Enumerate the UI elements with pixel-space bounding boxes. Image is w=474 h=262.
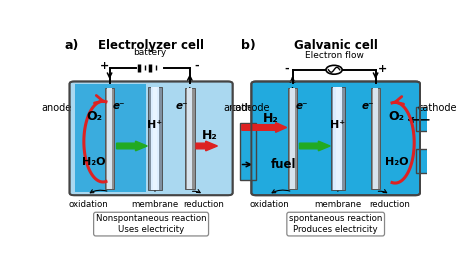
Text: battery: battery xyxy=(133,48,166,57)
Text: spontaneous reaction
Produces electricity: spontaneous reaction Produces electricit… xyxy=(289,214,383,234)
Bar xyxy=(185,88,195,189)
FancyArrow shape xyxy=(300,141,330,151)
Text: H₂: H₂ xyxy=(263,112,278,125)
Text: -: - xyxy=(285,64,289,74)
Bar xyxy=(416,107,431,131)
Bar xyxy=(105,88,114,189)
Bar xyxy=(336,87,340,190)
FancyBboxPatch shape xyxy=(70,81,233,195)
Text: H⁺: H⁺ xyxy=(330,120,346,130)
FancyArrow shape xyxy=(196,141,218,151)
Text: b): b) xyxy=(241,39,256,52)
Text: O₂: O₂ xyxy=(86,110,102,123)
Text: +: + xyxy=(378,64,387,74)
Bar xyxy=(416,149,431,173)
Text: oxidation: oxidation xyxy=(68,200,108,210)
Text: reduction: reduction xyxy=(370,200,410,210)
Bar xyxy=(371,88,381,189)
Text: oxidation: oxidation xyxy=(250,200,290,210)
Bar xyxy=(151,87,159,190)
FancyArrow shape xyxy=(242,123,287,132)
Text: H₂O: H₂O xyxy=(82,157,106,167)
FancyArrow shape xyxy=(117,141,147,151)
Text: e⁻: e⁻ xyxy=(362,101,374,111)
Bar xyxy=(107,88,112,189)
Text: cathode: cathode xyxy=(418,103,457,113)
Text: e⁻: e⁻ xyxy=(176,101,188,111)
Text: Galvanic cell: Galvanic cell xyxy=(294,39,378,52)
Text: fuel: fuel xyxy=(271,158,296,171)
Bar xyxy=(75,84,146,192)
Text: anode: anode xyxy=(42,103,72,113)
Bar xyxy=(153,87,157,190)
Text: O₂: O₂ xyxy=(388,110,404,123)
Bar xyxy=(240,123,256,180)
Text: a): a) xyxy=(65,39,79,52)
Text: anode: anode xyxy=(224,103,254,113)
Text: H₂: H₂ xyxy=(202,129,218,141)
Bar xyxy=(288,88,297,189)
Text: H⁺: H⁺ xyxy=(147,120,163,130)
FancyBboxPatch shape xyxy=(251,81,420,195)
Text: Electron flow: Electron flow xyxy=(305,51,364,60)
Text: membrane: membrane xyxy=(314,200,362,210)
Bar xyxy=(290,88,295,189)
Text: +: + xyxy=(100,61,109,71)
Bar xyxy=(333,87,342,190)
Text: Nonspontaneous reaction
Uses electricity: Nonspontaneous reaction Uses electricity xyxy=(96,214,206,234)
Text: reduction: reduction xyxy=(183,200,224,210)
Bar xyxy=(373,88,378,189)
Text: e⁻: e⁻ xyxy=(112,101,125,111)
Bar xyxy=(148,87,162,190)
Text: cathode: cathode xyxy=(230,103,270,113)
Text: membrane: membrane xyxy=(131,200,179,210)
Bar xyxy=(331,87,345,190)
Text: -: - xyxy=(194,61,199,71)
Bar xyxy=(187,88,192,189)
Text: Electrolyzer cell: Electrolyzer cell xyxy=(98,39,204,52)
Text: e⁻: e⁻ xyxy=(295,101,308,111)
Text: H₂O: H₂O xyxy=(385,157,408,167)
